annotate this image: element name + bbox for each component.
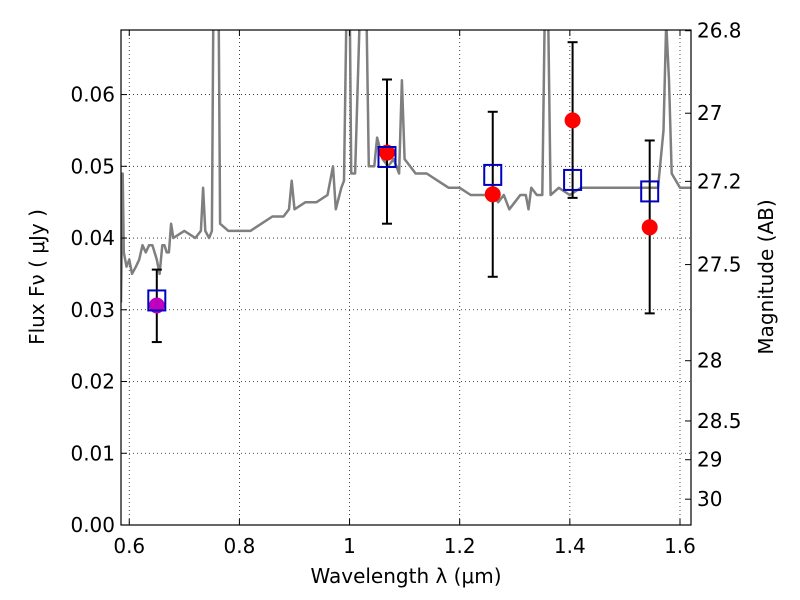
model-spectrum [121,30,691,303]
right-tick-label: 27.2 [697,169,742,193]
x-tick-label: 1.6 [664,534,696,558]
y-tick-label: 0.02 [70,370,115,394]
data-points [147,41,660,344]
y-tick-label: 0.01 [70,441,115,465]
x-tick-label: 0.8 [223,534,255,558]
right-tick-label: 27 [697,101,722,125]
right-tick-label: 30 [697,487,722,511]
plot-frame [120,29,692,526]
y-tick-label: 0.05 [70,154,115,178]
model-band-square [147,289,167,312]
model-band-square [563,168,583,191]
y-tick-label: 0.03 [70,298,115,322]
model-spectrum-line [121,30,691,303]
data-point [484,186,501,203]
y-axis-title: Flux Fν ( μJy ) [25,209,49,345]
model-band-square [640,180,660,203]
x-tick-label: 1.2 [444,534,476,558]
model-band-square [483,163,503,186]
grid [121,30,691,526]
axis-ticks: 0.6 0.8 1 1.2 1.4 1.6 0.00 0.01 0.02 0.03 0.04 0.05… [70,19,741,558]
data-point [641,219,658,236]
right-tick-label: 28 [697,349,722,373]
right-tick-label: 29 [697,448,722,472]
right-tick-label: 28.5 [697,409,742,433]
x-tick-label: 1 [343,534,356,558]
right-axis-title: Magnitude (AB) [754,199,778,354]
y-tick-label: 0.06 [70,83,115,107]
data-point [564,112,581,129]
model-band-square [377,145,397,168]
right-tick-label: 26.8 [697,19,742,43]
x-axis-title: Wavelength λ (μm) [310,564,501,588]
y-tick-label: 0.00 [70,513,115,537]
right-tick-label: 27.5 [697,253,742,277]
x-tick-label: 1.4 [554,534,586,558]
x-tick-label: 0.6 [113,534,145,558]
y-tick-label: 0.04 [70,226,115,250]
